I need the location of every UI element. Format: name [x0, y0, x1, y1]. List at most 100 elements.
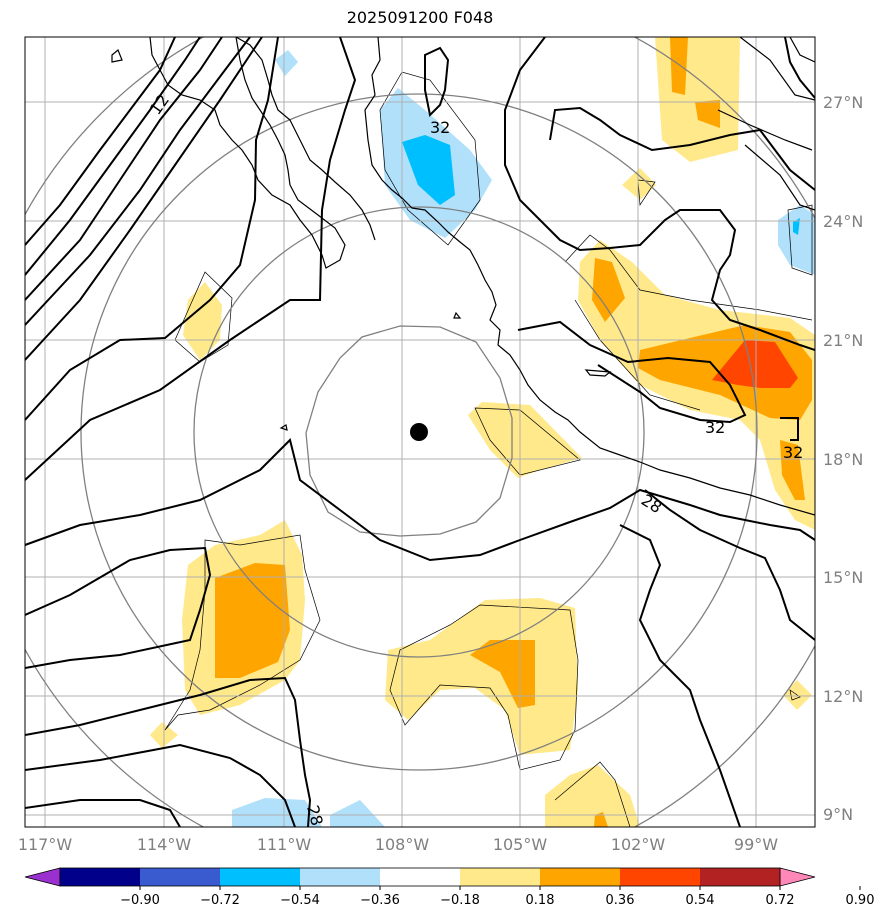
colorbar-segment [700, 868, 780, 886]
shade-negative-light [778, 205, 815, 275]
shade-negative-light [232, 798, 322, 827]
lon-label-108w: 108°W [375, 835, 430, 854]
lat-label-9n: 9°N [823, 805, 853, 824]
thin-contour [474, 407, 581, 476]
colorbar-tick-label: 0.18 [526, 893, 555, 908]
coastline-mainland [364, 37, 815, 516]
lon-label-102w: 102°W [611, 835, 666, 854]
longitude-labels: 117°W 114°W 111°W 108°W 105°W 102°W 99°W [18, 835, 778, 854]
contour-line [25, 676, 312, 827]
shade-positive-mid [670, 37, 688, 95]
contour-line [424, 46, 450, 118]
colorbar-tick-label: 0.36 [606, 893, 635, 908]
contour-line [644, 489, 815, 641]
shade-positive-mid [594, 812, 608, 827]
colorbar-segment [620, 868, 700, 886]
coastline-baja-east [235, 37, 376, 241]
contour-line [25, 37, 279, 421]
shade-negative-mid [402, 135, 455, 205]
lon-label-111w: 111°W [257, 835, 312, 854]
thin-contour [637, 179, 656, 207]
thick-contours [25, 37, 815, 827]
contour-line [25, 438, 815, 562]
range-ring-3 [80, 93, 758, 771]
shade-positive-light [385, 598, 578, 755]
shade-negative-light [330, 800, 385, 827]
contour-line [25, 37, 357, 481]
shade-negative-light [275, 50, 298, 76]
contour-line [25, 37, 223, 301]
shade-positive-mid [470, 640, 535, 708]
graticule [25, 37, 815, 827]
lon-label-105w: 105°W [493, 835, 548, 854]
colorbar-segment [460, 868, 540, 886]
thin-contour [164, 534, 321, 731]
plot-frame [24, 36, 816, 828]
contour-line [25, 743, 296, 827]
contour-line [25, 37, 263, 361]
lon-label-99w: 99°W [734, 835, 778, 854]
contour-label: 28 [303, 803, 327, 828]
range-rings [25, 37, 815, 827]
contour-line [619, 524, 741, 827]
colorbar-tick-label: 0.54 [686, 893, 715, 908]
lat-label-12n: 12°N [823, 687, 863, 706]
colorbar-extend-low [24, 867, 61, 887]
lat-label-24n: 24°N [823, 212, 863, 231]
colorbar-tick-label: −0.18 [440, 893, 480, 908]
lat-label-18n: 18°N [823, 450, 863, 469]
contour-line [25, 37, 201, 276]
contour-label: 32 [705, 418, 725, 437]
shade-positive-light [622, 168, 656, 200]
contour-label: 12 [146, 91, 173, 119]
shade-positive-light [545, 765, 640, 827]
contour-line [25, 37, 176, 246]
contour-line [25, 546, 212, 669]
thin-contour [379, 71, 481, 246]
shade-positive-mid [695, 100, 720, 128]
lat-label-27n: 27°N [823, 93, 863, 112]
contour-line [25, 799, 181, 827]
colorbar-tick-label: 0.72 [766, 893, 795, 908]
map-plot-area [25, 37, 815, 827]
contour-label: 32 [430, 118, 450, 137]
colorbar-segment [60, 868, 140, 886]
colorbar-segment [380, 868, 460, 886]
lon-label-114w: 114°W [137, 835, 192, 854]
contour-line [549, 106, 815, 191]
thin-contour [574, 299, 701, 411]
colorbar-tick-label: −0.72 [200, 893, 240, 908]
lat-label-15n: 15°N [823, 568, 863, 587]
colorbar-segment [300, 868, 380, 886]
colorbar: −0.90 −0.72 −0.54 −0.36 −0.18 0.18 0.36 0.54 0.7… [24, 867, 875, 908]
colorbar-segment [220, 868, 300, 886]
shade-positive-strong [712, 340, 798, 388]
shade-positive-mid [780, 440, 805, 500]
thin-contour [564, 234, 813, 321]
colorbar-segment [140, 868, 220, 886]
range-ring-1 [305, 325, 513, 537]
colorbar-tick-label: −0.90 [120, 893, 160, 908]
shaded-fields [150, 37, 815, 827]
lat-label-21n: 21°N [823, 331, 863, 350]
colorbar-tick-label: 0.90 [846, 893, 875, 908]
colorbar-tick-label: −0.54 [280, 893, 320, 908]
coastline-bits [279, 311, 612, 431]
colorbar-frame [59, 867, 781, 887]
contour-line [25, 37, 251, 326]
thin-contour [789, 689, 801, 701]
lon-label-117w: 117°W [18, 835, 73, 854]
shade-positive-light [468, 402, 582, 478]
colorbar-tick-label: −0.36 [360, 893, 400, 908]
contour-line [504, 37, 815, 351]
latitude-labels: 27°N 24°N 21°N 18°N 15°N 12°N 9°N [823, 93, 863, 824]
colorbar-extend-high [779, 867, 816, 887]
thin-contour [389, 604, 579, 771]
contour-label: 32 [783, 443, 803, 462]
colorbar-segment [540, 868, 620, 886]
storm-center-marker [410, 423, 428, 441]
range-ring-2 [193, 206, 645, 658]
shade-positive-mid [215, 563, 290, 678]
contour-line [517, 320, 747, 424]
